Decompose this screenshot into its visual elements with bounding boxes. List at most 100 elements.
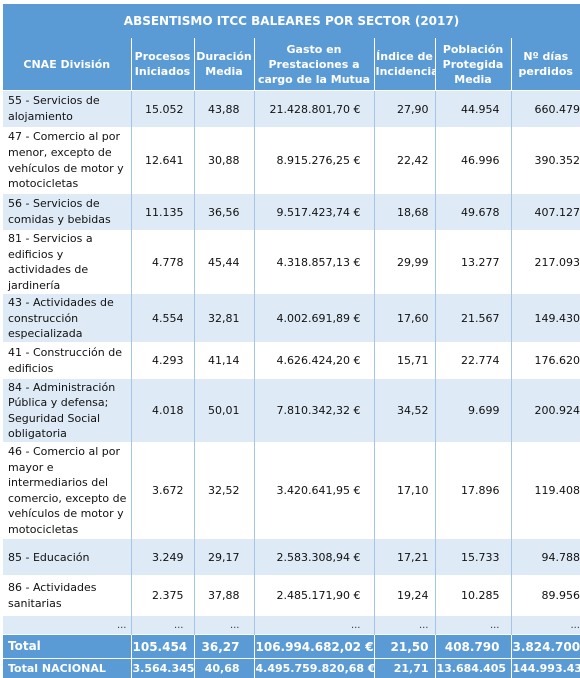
cell-dias: 176.620 <box>510 342 580 379</box>
cell-poblacion: 21.567 <box>434 293 511 343</box>
total-dias: 3.824.700 <box>510 634 580 659</box>
cell-division: 85 - Educación <box>3 538 131 576</box>
cell-indice: 17,21 <box>373 538 435 576</box>
col-header-duracion: Duración Media <box>193 38 254 91</box>
absentismo-table: CNAE División Procesos Iniciados Duració… <box>3 38 580 678</box>
cell-poblacion: 49.678 <box>434 193 511 231</box>
header-row: CNAE División Procesos Iniciados Duració… <box>3 38 580 91</box>
cell-duracion: 36,56 <box>193 193 254 231</box>
table-row: 43 - Actividades de construcción especia… <box>3 293 580 343</box>
absentismo-table-container: ABSENTISMO ITCC BALEARES POR SECTOR (201… <box>3 4 580 678</box>
cell-division: 43 - Actividades de construcción especia… <box>3 293 131 343</box>
ellipsis-cell: ... <box>510 615 580 635</box>
cell-procesos: 4.778 <box>130 229 194 294</box>
cell-division: 55 - Servicios de alojamiento <box>3 90 131 128</box>
cell-indice: 15,71 <box>373 342 435 379</box>
cell-indice: 34,52 <box>373 378 435 443</box>
cell-gasto: 21.428.801,70 € <box>253 90 374 128</box>
table-row: 56 - Servicios de comidas y bebidas 11.1… <box>3 193 580 231</box>
cell-division: 46 - Comercio al por mayor e intermediar… <box>3 442 131 539</box>
cell-dias: 660.479 <box>510 90 580 128</box>
cell-procesos: 4.554 <box>130 293 194 343</box>
cell-division: 84 - Administración Pública y defensa; S… <box>3 378 131 443</box>
total-nacional-indice: 21,71 <box>373 658 435 678</box>
cell-indice: 17,10 <box>373 442 435 539</box>
total-duracion: 36,27 <box>193 634 254 659</box>
cell-duracion: 32,81 <box>193 293 254 343</box>
cell-duracion: 43,88 <box>193 90 254 128</box>
total-label: Total <box>3 634 131 659</box>
cell-procesos: 12.641 <box>130 127 194 194</box>
cell-indice: 17,60 <box>373 293 435 343</box>
cell-duracion: 45,44 <box>193 229 254 294</box>
cell-gasto: 4.318.857,13 € <box>253 229 374 294</box>
cell-gasto: 2.583.308,94 € <box>253 538 374 576</box>
table-row: 55 - Servicios de alojamiento 15.052 43,… <box>3 90 580 128</box>
ellipsis-row: ... ... ... ... ... ... ... <box>3 615 580 635</box>
table-row: 81 - Servicios a edificios y actividades… <box>3 229 580 294</box>
ellipsis-cell: ... <box>253 615 374 635</box>
cell-procesos: 3.249 <box>130 538 194 576</box>
cell-gasto: 4.002.691,89 € <box>253 293 374 343</box>
ellipsis-cell: ... <box>3 615 131 635</box>
cell-dias: 149.430 <box>510 293 580 343</box>
cell-duracion: 41,14 <box>193 342 254 379</box>
cell-poblacion: 9.699 <box>434 378 511 443</box>
total-nacional-gasto: 4.495.759.820,68 € <box>253 658 374 678</box>
cell-indice: 29,99 <box>373 229 435 294</box>
cell-procesos: 4.018 <box>130 378 194 443</box>
cell-gasto: 8.915.276,25 € <box>253 127 374 194</box>
cell-gasto: 7.810.342,32 € <box>253 378 374 443</box>
table-row: 41 - Construcción de edificios 4.293 41,… <box>3 342 580 379</box>
table-row: 47 - Comercio al por menor, excepto de v… <box>3 127 580 194</box>
table-title: ABSENTISMO ITCC BALEARES POR SECTOR (201… <box>3 4 580 38</box>
cell-gasto: 4.626.424,20 € <box>253 342 374 379</box>
cell-poblacion: 22.774 <box>434 342 511 379</box>
cell-procesos: 11.135 <box>130 193 194 231</box>
cell-poblacion: 13.277 <box>434 229 511 294</box>
cell-indice: 27,90 <box>373 90 435 128</box>
total-indice: 21,50 <box>373 634 435 659</box>
cell-poblacion: 17.896 <box>434 442 511 539</box>
total-nacional-dias: 144.993.433 <box>510 658 580 678</box>
cell-indice: 18,68 <box>373 193 435 231</box>
cell-poblacion: 46.996 <box>434 127 511 194</box>
ellipsis-cell: ... <box>434 615 511 635</box>
total-gasto: 106.994.682,02 € <box>253 634 374 659</box>
col-header-indice: Índice de Incidencia <box>373 38 435 91</box>
cell-poblacion: 44.954 <box>434 90 511 128</box>
cell-gasto: 2.485.171,90 € <box>253 575 374 616</box>
cell-gasto: 3.420.641,95 € <box>253 442 374 539</box>
cell-dias: 407.127 <box>510 193 580 231</box>
cell-gasto: 9.517.423,74 € <box>253 193 374 231</box>
cell-poblacion: 10.285 <box>434 575 511 616</box>
cell-division: 86 - Actividades sanitarias <box>3 575 131 616</box>
table-row: 85 - Educación 3.249 29,17 2.583.308,94 … <box>3 538 580 576</box>
cell-division: 81 - Servicios a edificios y actividades… <box>3 229 131 294</box>
total-nacional-procesos: 3.564.345 <box>130 658 194 678</box>
cell-duracion: 50,01 <box>193 378 254 443</box>
cell-dias: 200.924 <box>510 378 580 443</box>
cell-division: 47 - Comercio al por menor, excepto de v… <box>3 127 131 194</box>
table-row: 86 - Actividades sanitarias 2.375 37,88 … <box>3 575 580 616</box>
col-header-procesos: Procesos Iniciados <box>130 38 194 91</box>
cell-dias: 217.093 <box>510 229 580 294</box>
col-header-dias: Nº días perdidos <box>510 38 580 91</box>
col-header-poblacion: Población Protegida Media <box>434 38 511 91</box>
cell-division: 41 - Construcción de edificios <box>3 342 131 379</box>
cell-indice: 19,24 <box>373 575 435 616</box>
col-header-gasto: Gasto en Prestaciones a cargo de la Mutu… <box>253 38 374 91</box>
total-nacional-label: Total NACIONAL <box>3 658 131 678</box>
cell-procesos: 4.293 <box>130 342 194 379</box>
table-row: 46 - Comercio al por mayor e intermediar… <box>3 442 580 539</box>
cell-procesos: 3.672 <box>130 442 194 539</box>
cell-dias: 94.788 <box>510 538 580 576</box>
cell-duracion: 29,17 <box>193 538 254 576</box>
table-row: 84 - Administración Pública y defensa; S… <box>3 378 580 443</box>
total-nacional-poblacion: 13.684.405 <box>434 658 511 678</box>
cell-procesos: 15.052 <box>130 90 194 128</box>
ellipsis-cell: ... <box>130 615 194 635</box>
cell-indice: 22,42 <box>373 127 435 194</box>
total-procesos: 105.454 <box>130 634 194 659</box>
cell-duracion: 37,88 <box>193 575 254 616</box>
